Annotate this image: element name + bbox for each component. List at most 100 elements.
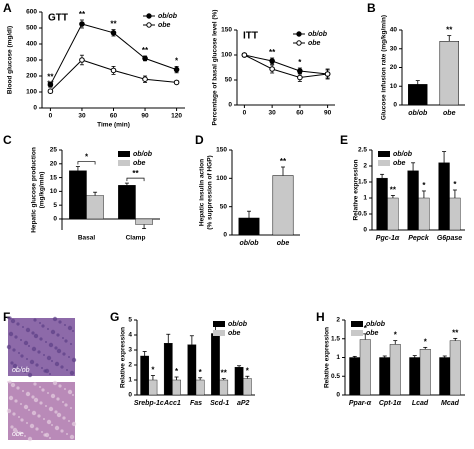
texture (44, 368, 50, 374)
bar (449, 340, 461, 396)
panel-letter: G (110, 310, 119, 324)
y-tick-label: 2 (363, 163, 367, 170)
texture (46, 419, 52, 425)
y-tick-label: 0 (228, 102, 232, 109)
bar (242, 378, 252, 396)
texture (67, 325, 73, 331)
texture (56, 397, 60, 401)
y-tick-label: 30 (390, 45, 398, 52)
significance: * (199, 368, 203, 377)
texture (28, 409, 30, 411)
y-tick-label: 20 (50, 161, 58, 168)
y-tick-label: 150 (221, 27, 232, 34)
texture (23, 340, 29, 346)
texture (41, 367, 43, 369)
data-point (47, 82, 54, 88)
x-tick-label: Scd-1 (210, 400, 229, 407)
legend-marker (146, 13, 152, 19)
texture (29, 423, 35, 429)
bar (195, 379, 205, 396)
significance: ** (110, 20, 117, 29)
texture (33, 397, 39, 403)
texture (35, 427, 39, 431)
texture (60, 365, 64, 369)
bar (219, 379, 229, 396)
y-tick-label: 5 (128, 317, 132, 324)
y-tick-label: 0.5 (331, 373, 340, 380)
texture (49, 437, 51, 439)
y-tick-label: 10 (390, 83, 398, 90)
significance: * (424, 337, 428, 346)
data-point (79, 57, 85, 63)
texture (33, 382, 37, 386)
data-point (142, 55, 148, 62)
texture (64, 339, 68, 343)
x-tick-label: 90 (141, 113, 149, 120)
texture (69, 434, 75, 440)
texture (54, 346, 58, 350)
legend-swatch (213, 330, 225, 336)
bar (408, 84, 428, 106)
y-axis-label: Relative expression (353, 159, 360, 220)
bar (187, 344, 197, 396)
y-tick-label: 200 (26, 73, 37, 80)
x-tick-label: aP2 (237, 400, 250, 407)
y-axis-label: Relative expression (120, 327, 127, 388)
bar (135, 218, 153, 225)
significance: ** (390, 186, 397, 195)
y-tick-label: 100 (221, 52, 232, 59)
texture (18, 416, 20, 418)
data-point (324, 71, 331, 77)
x-tick-label: Lcad (412, 400, 429, 407)
texture (10, 318, 16, 324)
texture (14, 399, 18, 403)
data-point (297, 74, 303, 81)
x-tick-label: obe (443, 110, 456, 117)
texture (10, 382, 16, 388)
y-axis-label: (mg/kg/min) (39, 172, 46, 209)
y-axis-label: Relative expression (324, 327, 331, 388)
y-tick-label: 20 (390, 64, 398, 71)
data-point (269, 58, 275, 64)
significance: * (175, 367, 179, 376)
texture (6, 408, 12, 414)
bar (163, 343, 173, 396)
texture (18, 431, 22, 435)
significance: ** (446, 26, 453, 35)
legend-label: ob/ob (308, 31, 328, 38)
legend-swatch (118, 160, 130, 166)
texture (31, 410, 37, 416)
legend-label: obe (308, 40, 321, 47)
texture (29, 359, 35, 365)
x-tick-label: 30 (78, 113, 86, 120)
significance: * (453, 180, 457, 189)
bar (418, 197, 430, 231)
legend-swatch (378, 160, 390, 166)
panel-letter: H (316, 310, 325, 324)
texture (41, 324, 45, 328)
panel-letter: D (195, 133, 204, 147)
texture (54, 410, 58, 414)
bar (211, 333, 220, 396)
y-tick-label: 0 (363, 227, 367, 234)
texture (64, 403, 68, 407)
legend-label: ob/ob (366, 321, 386, 328)
significance: ** (79, 10, 86, 19)
chart-title: GTT (48, 13, 68, 24)
texture (54, 425, 60, 431)
texture (52, 380, 58, 386)
texture (41, 431, 43, 433)
significance: ** (47, 79, 54, 88)
texture (25, 327, 31, 333)
texture (22, 390, 24, 392)
y-tick-label: 0 (393, 102, 397, 109)
significance: ** (142, 46, 149, 55)
texture (44, 432, 50, 438)
x-tick-label: 30 (269, 110, 277, 117)
texture (56, 333, 60, 337)
legend-marker (146, 22, 152, 28)
x-tick-label: ob/ob (408, 110, 428, 117)
y-tick-label: 50 (220, 203, 228, 210)
y-tick-label: 0 (223, 232, 227, 239)
y-tick-label: 1 (363, 195, 367, 202)
